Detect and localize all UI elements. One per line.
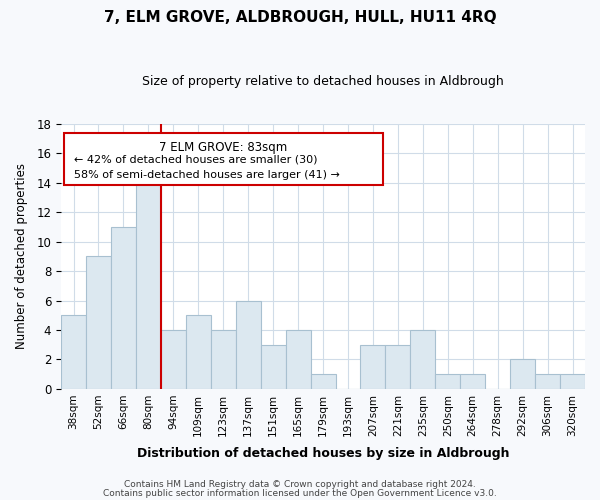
Bar <box>286 330 311 389</box>
Text: ← 42% of detached houses are smaller (30): ← 42% of detached houses are smaller (30… <box>74 154 317 164</box>
Text: 7 ELM GROVE: 83sqm: 7 ELM GROVE: 83sqm <box>160 141 287 154</box>
Bar <box>136 183 161 389</box>
Bar <box>236 300 260 389</box>
X-axis label: Distribution of detached houses by size in Aldbrough: Distribution of detached houses by size … <box>137 447 509 460</box>
Bar <box>385 344 410 389</box>
Bar <box>535 374 560 389</box>
Bar <box>161 330 186 389</box>
Bar <box>560 374 585 389</box>
Bar <box>361 344 385 389</box>
Text: Contains HM Land Registry data © Crown copyright and database right 2024.: Contains HM Land Registry data © Crown c… <box>124 480 476 489</box>
Bar <box>211 330 236 389</box>
Bar <box>436 374 460 389</box>
Text: 7, ELM GROVE, ALDBROUGH, HULL, HU11 4RQ: 7, ELM GROVE, ALDBROUGH, HULL, HU11 4RQ <box>104 10 496 25</box>
Bar <box>111 227 136 389</box>
Bar <box>86 256 111 389</box>
Text: 58% of semi-detached houses are larger (41) →: 58% of semi-detached houses are larger (… <box>74 170 340 180</box>
Bar <box>311 374 335 389</box>
Bar <box>61 316 86 389</box>
Text: Contains public sector information licensed under the Open Government Licence v3: Contains public sector information licen… <box>103 488 497 498</box>
Bar <box>510 360 535 389</box>
Title: Size of property relative to detached houses in Aldbrough: Size of property relative to detached ho… <box>142 75 504 88</box>
FancyBboxPatch shape <box>64 133 383 185</box>
Bar <box>410 330 436 389</box>
Bar <box>186 316 211 389</box>
Y-axis label: Number of detached properties: Number of detached properties <box>15 164 28 350</box>
Bar <box>260 344 286 389</box>
Bar <box>460 374 485 389</box>
